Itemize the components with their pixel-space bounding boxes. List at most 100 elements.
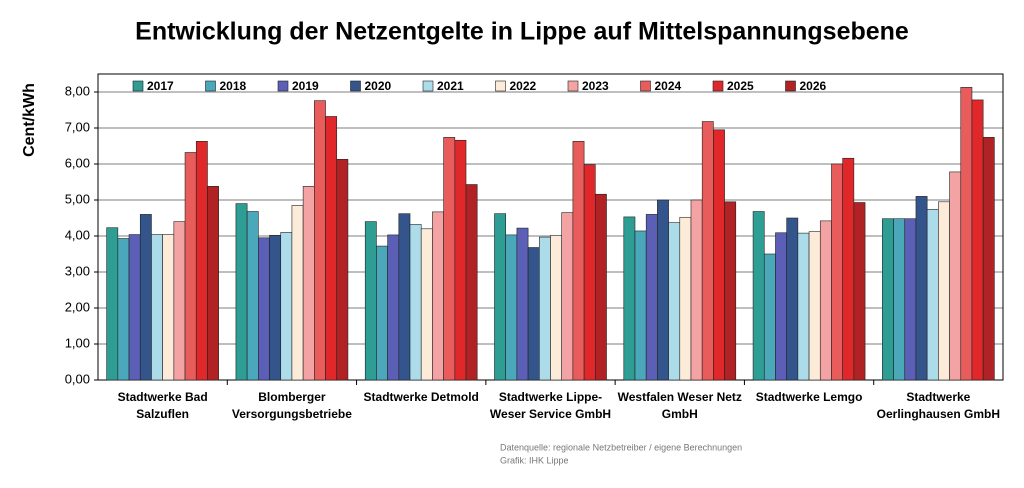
bar (853, 202, 866, 381)
bar (982, 137, 995, 381)
bar (915, 196, 928, 381)
bar (162, 234, 175, 381)
bar (842, 157, 855, 381)
legend-swatch (205, 80, 216, 92)
bar (454, 139, 467, 381)
bar (701, 121, 714, 381)
bar (634, 230, 647, 381)
y-tick-label: 3,00 (65, 263, 90, 278)
bar (443, 137, 456, 381)
bar (819, 220, 832, 381)
y-tick-label: 6,00 (65, 155, 90, 170)
legend-label: 2025 (727, 79, 754, 93)
legend-label: 2023 (582, 79, 609, 93)
bar (561, 212, 574, 381)
bar (325, 116, 338, 381)
bar (246, 211, 259, 381)
legend-label: 2017 (147, 79, 174, 93)
y-tick-label: 0,00 (65, 371, 90, 386)
x-tick-label: Blomberger Versorgungsbetriebe (232, 390, 352, 421)
bar (775, 232, 787, 381)
bar (139, 214, 152, 381)
legend-swatch (277, 80, 289, 92)
bar (235, 203, 248, 381)
legend-swatch (640, 80, 651, 92)
legend-label: 2020 (365, 79, 392, 93)
bar (797, 232, 810, 381)
bar (904, 218, 917, 381)
bar (882, 218, 894, 381)
bar (432, 211, 444, 381)
bar (280, 232, 293, 381)
x-tick-label: Stadtwerke Oerlinghausen GmbH (877, 390, 1000, 421)
x-tick-label: Westfalen Weser Netz GmbH (618, 390, 742, 421)
bar (117, 238, 130, 381)
x-tick-label: Stadtwerke Lemgo (756, 390, 863, 404)
bar (690, 199, 703, 381)
bar (494, 213, 506, 381)
y-tick-label: 5,00 (65, 191, 90, 206)
bar (376, 245, 388, 381)
bar (713, 129, 725, 381)
bar (786, 217, 799, 381)
bar (465, 184, 478, 381)
bar (808, 231, 821, 381)
legend-label: 2021 (437, 79, 464, 93)
y-tick-label: 4,00 (65, 227, 90, 242)
chart-title: Entwicklung der Netzentgelte in Lippe au… (135, 18, 909, 46)
bar (420, 228, 433, 381)
legend-label: 2022 (510, 79, 537, 93)
legend-label: 2024 (655, 79, 682, 93)
bar (302, 186, 315, 381)
y-tick-label: 2,00 (65, 299, 90, 314)
bar (926, 209, 939, 381)
bar (269, 234, 282, 381)
bar (763, 253, 776, 381)
x-tick-label: Stadtwerke Bad Salzuflen (118, 390, 208, 421)
bar (752, 211, 765, 381)
legend-swatch (567, 80, 579, 92)
bar (291, 205, 304, 381)
bar (398, 213, 411, 381)
bar (258, 237, 270, 381)
bar (623, 216, 636, 381)
bar (572, 141, 585, 381)
y-tick-label: 7,00 (65, 119, 90, 134)
y-tick-label: 1,00 (65, 335, 90, 350)
bar (538, 236, 551, 381)
legend-swatch (350, 80, 361, 92)
legend-swatch (712, 80, 724, 92)
bar (364, 221, 377, 381)
bar (938, 201, 950, 381)
bar (657, 199, 669, 381)
legend-swatch (785, 80, 796, 92)
bar (949, 171, 962, 381)
bar (106, 227, 119, 381)
bar (151, 234, 163, 381)
credit-note: Grafik: IHK Lippe (500, 455, 569, 465)
bar (724, 201, 737, 381)
legend-label: 2026 (800, 79, 827, 93)
bar (668, 222, 681, 381)
bar (971, 99, 984, 381)
legend-swatch (422, 80, 434, 92)
bar (207, 186, 219, 381)
bar (336, 159, 349, 381)
bar (960, 87, 973, 381)
bar (314, 100, 326, 381)
bar (831, 163, 843, 381)
legend-swatch (132, 80, 144, 92)
y-axis-label: Cent/kWh (21, 83, 38, 157)
legend-label: 2019 (292, 79, 319, 93)
legend-swatch (495, 80, 506, 92)
bar (645, 214, 658, 381)
legend-label: 2018 (220, 79, 247, 93)
bar (583, 164, 596, 381)
x-tick-label: Stadtwerke Detmold (364, 390, 479, 404)
bar (594, 193, 607, 381)
bar (409, 224, 422, 381)
x-tick-label: Stadtwerke Lippe-Weser Service GmbH (490, 390, 611, 421)
bar (195, 141, 208, 381)
bar (516, 227, 529, 381)
